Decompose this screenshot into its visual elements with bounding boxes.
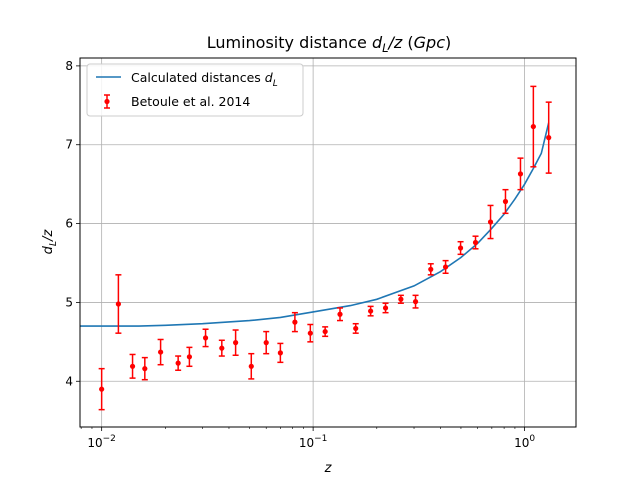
marker xyxy=(487,219,494,225)
chart-title: Luminosity distance dL/z (Gpc) xyxy=(207,33,452,55)
marker xyxy=(202,335,209,341)
x-tick-label: 10−2 xyxy=(87,434,116,450)
data-point xyxy=(115,274,122,334)
data-point xyxy=(442,259,449,274)
marker xyxy=(307,330,313,336)
marker xyxy=(175,360,181,366)
marker xyxy=(517,171,524,177)
marker xyxy=(368,308,374,314)
marker xyxy=(233,340,239,346)
legend-box xyxy=(86,63,304,117)
marker xyxy=(263,340,269,346)
x-tick-label: 100 xyxy=(514,434,535,450)
plot-frame xyxy=(79,57,577,428)
marker xyxy=(277,350,283,356)
data-point xyxy=(277,342,284,364)
marker xyxy=(142,366,148,372)
marker xyxy=(248,363,254,369)
marker xyxy=(502,198,509,205)
marker xyxy=(472,239,479,246)
data-point xyxy=(502,188,509,215)
marker xyxy=(428,266,434,272)
y-tick-label: 6 xyxy=(65,217,73,231)
marker xyxy=(337,311,343,317)
marker xyxy=(530,123,536,130)
data-point xyxy=(98,367,105,411)
legend-marker xyxy=(104,98,110,105)
data-point xyxy=(232,329,239,356)
data-point xyxy=(412,294,419,309)
data-point xyxy=(307,323,314,343)
data-point xyxy=(457,240,464,256)
data-point xyxy=(202,328,209,348)
ticks: 10−2 10−1 100 4 5 6 7 8 xyxy=(65,59,535,450)
y-axis-label: dL/z xyxy=(41,228,59,254)
marker xyxy=(398,296,404,302)
errorbar-series xyxy=(98,85,552,411)
data-point xyxy=(427,263,434,276)
marker xyxy=(457,245,464,251)
data-point xyxy=(382,302,389,314)
legend: Calculated distances dL Betoule et al. 20… xyxy=(86,63,304,117)
data-point xyxy=(397,294,404,304)
data-point xyxy=(530,85,537,168)
legend-label-betoule: Betoule et al. 2014 xyxy=(131,94,250,109)
data-point xyxy=(322,326,329,338)
marker xyxy=(353,325,359,332)
data-point xyxy=(141,356,148,381)
marker xyxy=(157,349,164,355)
y-tick-label: 5 xyxy=(65,295,73,309)
data-point xyxy=(487,204,494,240)
x-axis-label: z xyxy=(324,461,333,476)
marker xyxy=(442,264,449,270)
marker xyxy=(219,345,225,351)
data-point xyxy=(175,355,182,371)
marker xyxy=(129,363,136,369)
y-tick-label: 7 xyxy=(65,138,73,152)
data-point xyxy=(248,352,255,380)
marker xyxy=(412,299,419,305)
data-point xyxy=(186,346,193,368)
legend-label-calculated: Calculated distances dL xyxy=(131,70,278,89)
marker xyxy=(382,305,389,311)
data-point xyxy=(263,330,270,355)
data-point xyxy=(367,305,374,317)
marker xyxy=(115,301,121,307)
data-point xyxy=(545,101,552,174)
marker xyxy=(322,328,328,335)
y-tick-label: 8 xyxy=(65,59,73,73)
data-point xyxy=(157,338,164,366)
marker xyxy=(546,135,552,141)
data-point xyxy=(517,157,524,191)
data-point xyxy=(472,235,479,250)
data-point xyxy=(291,311,298,333)
marker xyxy=(99,386,105,392)
data-point xyxy=(218,339,225,357)
data-point xyxy=(337,307,344,322)
x-tick-label: 10−1 xyxy=(299,434,328,450)
data-point xyxy=(129,353,136,379)
marker xyxy=(186,354,193,360)
data-point xyxy=(352,322,359,334)
marker xyxy=(292,319,298,325)
y-tick-label: 4 xyxy=(65,374,73,388)
